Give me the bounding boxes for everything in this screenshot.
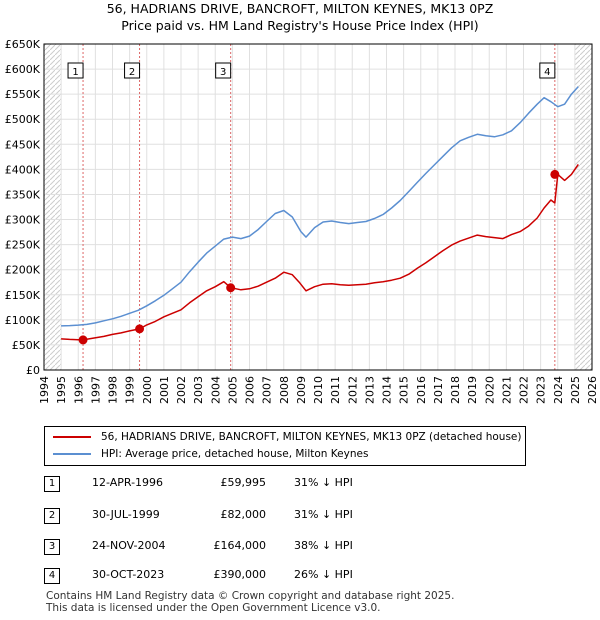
sale-number-box	[67, 62, 84, 79]
sale-hpi-diff: 31% ↓ HPI	[294, 508, 353, 521]
hpi-line	[61, 86, 579, 327]
table-row: 2 30-JUL-1999 £82,000 31% ↓ HPI	[44, 508, 564, 526]
x-tick-label: 2018	[449, 376, 462, 404]
x-tick-label: 2011	[329, 376, 342, 404]
x-tick-label: 2014	[381, 376, 394, 404]
x-tick-label: 1997	[89, 376, 102, 404]
x-tick-label: 2020	[483, 376, 496, 404]
sale-price: £164,000	[213, 539, 267, 552]
x-tick-label: 2022	[518, 376, 531, 404]
x-tick-label: 2003	[192, 376, 205, 404]
sale-marker-badge: 1	[44, 476, 60, 492]
sale-number-label: 3	[220, 67, 226, 78]
y-tick-label: £550K	[5, 88, 41, 101]
sale-number-label: 2	[129, 67, 135, 78]
legend: 56, HADRIANS DRIVE, BANCROFT, MILTON KEY…	[44, 426, 526, 466]
x-tick-label: 1994	[38, 376, 51, 404]
x-tick-label: 2019	[466, 376, 479, 404]
sale-price: £390,000	[213, 568, 267, 581]
y-tick-label: £600K	[5, 63, 41, 76]
sale-number-label: 4	[544, 67, 550, 78]
sale-point	[78, 335, 88, 345]
x-tick-label: 2025	[569, 376, 582, 404]
table-row: 4 30-OCT-2023 £390,000 26% ↓ HPI	[44, 568, 564, 586]
y-tick-label: £250K	[5, 239, 41, 252]
y-tick-label: £650K	[5, 38, 41, 51]
y-tick-label: £300K	[5, 214, 41, 227]
x-tick-label: 2024	[552, 376, 565, 404]
footer-license: This data is licensed under the Open Gov…	[46, 602, 381, 614]
sale-number-box	[215, 62, 232, 79]
x-tick-label: 1998	[107, 376, 120, 404]
x-tick-label: 2009	[295, 376, 308, 404]
sale-marker-badge: 2	[44, 508, 60, 524]
sale-number-box	[539, 62, 556, 79]
x-tick-label: 2015	[398, 376, 411, 404]
table-row: 1 12-APR-1996 £59,995 31% ↓ HPI	[44, 476, 564, 494]
sale-marker-badge: 3	[44, 539, 60, 555]
x-tick-label: 2013	[363, 376, 376, 404]
x-tick-label: 2010	[312, 376, 325, 404]
footer: Contains HM Land Registry data © Crown c…	[46, 590, 454, 614]
legend-label-hpi: HPI: Average price, detached house, Milt…	[101, 448, 369, 460]
sale-date: 30-OCT-2023	[92, 568, 165, 581]
x-tick-label: 2002	[175, 376, 188, 404]
x-tick-label: 2007	[261, 376, 274, 404]
y-tick-label: £400K	[5, 163, 41, 176]
x-tick-label: 2004	[209, 376, 222, 404]
legend-swatch-property	[53, 436, 91, 438]
y-tick-label: £50K	[12, 339, 41, 352]
legend-item-hpi: HPI: Average price, detached house, Milt…	[53, 446, 368, 462]
footer-copyright: Contains HM Land Registry data © Crown c…	[46, 590, 455, 602]
property-price-line	[61, 163, 579, 341]
sale-marker-badge: 4	[44, 568, 60, 584]
x-tick-label: 1995	[55, 376, 68, 404]
x-tick-label: 2008	[278, 376, 291, 404]
x-tick-label: 2000	[141, 376, 154, 404]
table-row: 3 24-NOV-2004 £164,000 38% ↓ HPI	[44, 539, 564, 557]
y-tick-label: £350K	[5, 188, 41, 201]
chart-subtitle: Price paid vs. HM Land Registry's House …	[121, 18, 479, 33]
x-tick-label: 1996	[72, 376, 85, 404]
sale-point	[135, 324, 145, 334]
sale-price: £59,995	[220, 476, 267, 489]
x-tick-label: 1999	[124, 376, 137, 404]
x-tick-label: 2021	[500, 376, 513, 404]
hatched-region	[574, 44, 592, 370]
sale-price: £82,000	[220, 508, 267, 521]
x-tick-label: 2016	[415, 376, 428, 404]
sale-number-label: 1	[72, 67, 78, 78]
y-tick-label: £150K	[5, 289, 41, 302]
sale-hpi-diff: 26% ↓ HPI	[294, 568, 353, 581]
legend-label-property: 56, HADRIANS DRIVE, BANCROFT, MILTON KEY…	[101, 431, 522, 443]
y-tick-label: £450K	[5, 138, 41, 151]
x-tick-label: 2017	[432, 376, 445, 404]
legend-swatch-hpi	[53, 453, 91, 455]
sale-hpi-diff: 38% ↓ HPI	[294, 539, 353, 552]
sale-date: 30-JUL-1999	[92, 508, 160, 521]
sale-point	[550, 169, 560, 179]
y-tick-label: £0	[26, 364, 40, 377]
y-tick-label: £500K	[5, 113, 41, 126]
plot-frame	[43, 43, 593, 371]
sale-date: 24-NOV-2004	[92, 539, 166, 552]
sale-date: 12-APR-1996	[92, 476, 164, 489]
price-chart: £0 £50K £100K £150K £200K £250K £300K £350K £400…	[5, 38, 599, 404]
y-tick-label: £200K	[5, 264, 41, 277]
sale-point	[226, 283, 236, 293]
x-tick-label: 2012	[346, 376, 359, 404]
chart-title: 56, HADRIANS DRIVE, BANCROFT, MILTON KEY…	[106, 1, 494, 16]
sale-hpi-diff: 31% ↓ HPI	[294, 476, 353, 489]
sale-number-box	[124, 62, 141, 79]
x-tick-label: 2005	[226, 376, 239, 404]
x-tick-label: 2001	[158, 376, 171, 404]
x-tick-label: 2006	[244, 376, 257, 404]
x-tick-label: 2026	[586, 376, 599, 404]
x-tick-label: 2023	[535, 376, 548, 404]
hatched-region	[44, 44, 62, 370]
y-tick-label: £100K	[5, 314, 41, 327]
legend-item-property: 56, HADRIANS DRIVE, BANCROFT, MILTON KEY…	[53, 429, 521, 445]
